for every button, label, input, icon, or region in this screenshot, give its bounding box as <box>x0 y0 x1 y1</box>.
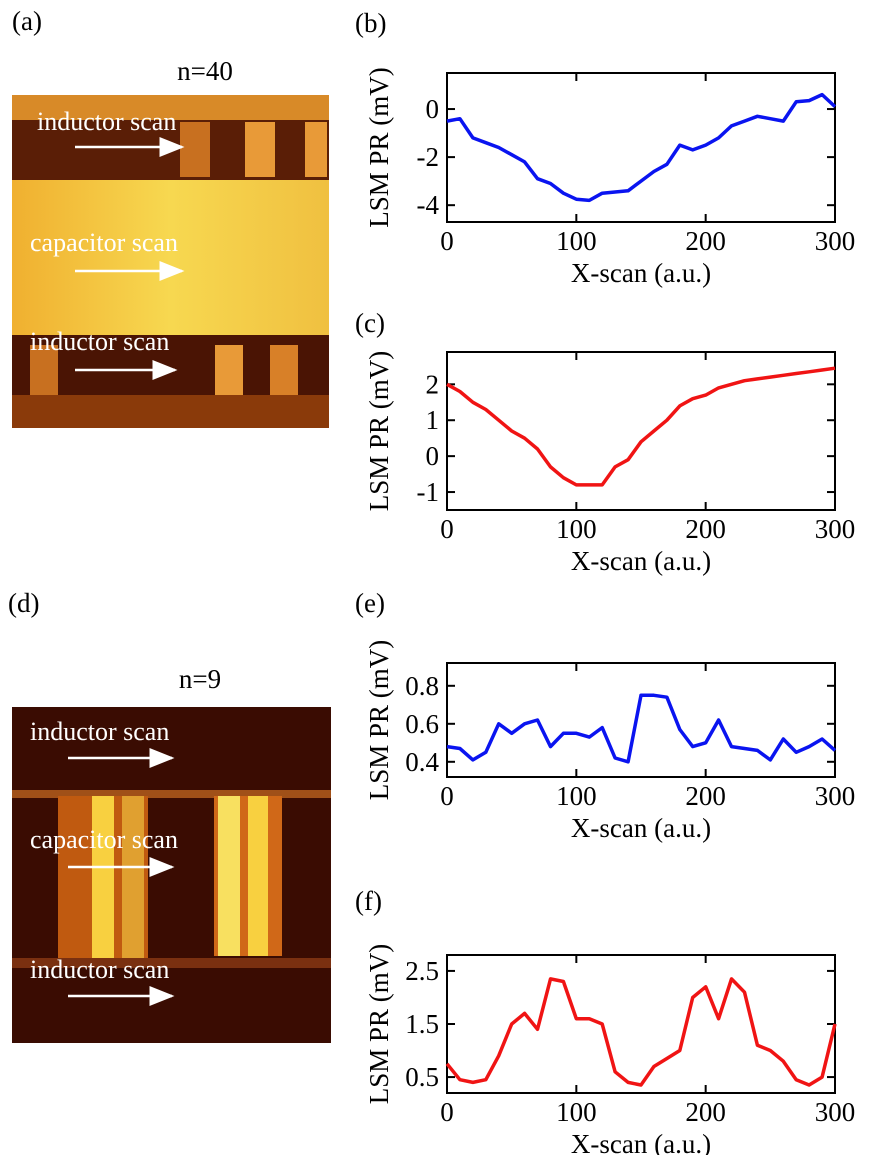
x-tick-label: 0 <box>440 226 454 256</box>
y-tick-label: -2 <box>417 142 440 172</box>
x-axis-label: X-scan (a.u.) <box>571 546 711 576</box>
x-tick-label: 200 <box>685 1097 726 1127</box>
plot-frame <box>446 662 836 778</box>
y-axis-label: LSM PR (mV) <box>364 67 394 228</box>
annotation: inductor scan <box>30 717 169 746</box>
panel-label: (f) <box>355 886 382 916</box>
annotation: capacitor scan <box>30 228 178 257</box>
data-line <box>446 366 836 487</box>
x-tick-label: 300 <box>815 226 856 256</box>
annotation: capacitor scan <box>30 825 178 854</box>
x-tick-label: 300 <box>815 781 856 811</box>
plot-frame <box>446 954 836 1094</box>
annotation: inductor scan <box>30 327 169 356</box>
y-tick-label: 1.5 <box>405 1009 439 1039</box>
panel-label: (a) <box>12 6 42 36</box>
x-tick-label: 0 <box>440 514 454 544</box>
annotation: inductor scan <box>30 955 169 984</box>
x-axis-label: X-scan (a.u.) <box>571 1129 711 1155</box>
y-tick-label: 0.8 <box>405 671 439 701</box>
x-tick-label: 0 <box>440 1097 454 1127</box>
x-tick-label: 100 <box>556 226 597 256</box>
image-a <box>12 95 329 428</box>
y-tick-label: 0.6 <box>405 709 439 739</box>
x-tick-label: 200 <box>685 781 726 811</box>
y-tick-label: 0 <box>426 94 440 124</box>
y-tick-label: 0 <box>426 441 440 471</box>
panel-label: (d) <box>8 588 39 618</box>
x-tick-label: 300 <box>815 1097 856 1127</box>
x-tick-label: 300 <box>815 514 856 544</box>
y-tick-label: 0.4 <box>405 747 439 777</box>
y-tick-label: 2 <box>426 369 440 399</box>
data-line <box>445 977 837 1087</box>
y-axis-label: LSM PR (mV) <box>364 351 394 512</box>
plot-frame <box>446 72 836 223</box>
image-title: n=9 <box>179 664 221 694</box>
panel-label: (e) <box>355 588 385 618</box>
data-line <box>446 92 837 203</box>
y-axis-label: LSM PR (mV) <box>364 640 394 801</box>
y-tick-label: -4 <box>417 190 440 220</box>
image-title: n=40 <box>177 56 233 86</box>
panel-label: (c) <box>355 308 385 338</box>
y-tick-label: 2.5 <box>405 956 439 986</box>
x-axis-label: X-scan (a.u.) <box>571 258 711 288</box>
plot-frame <box>446 351 836 511</box>
x-tick-label: 100 <box>556 1097 597 1127</box>
y-tick-label: 1 <box>426 405 440 435</box>
panel-label: (b) <box>355 8 386 38</box>
x-tick-label: 100 <box>556 781 597 811</box>
data-line <box>446 693 837 764</box>
x-axis-label: X-scan (a.u.) <box>571 813 711 843</box>
annotation: inductor scan <box>37 107 176 136</box>
y-axis-label: LSM PR (mV) <box>364 944 394 1105</box>
y-tick-label: 0.5 <box>405 1062 439 1092</box>
x-tick-label: 200 <box>685 226 726 256</box>
x-tick-label: 0 <box>440 781 454 811</box>
image-d <box>12 707 331 1043</box>
x-tick-label: 100 <box>556 514 597 544</box>
y-tick-label: -1 <box>417 477 440 507</box>
x-tick-label: 200 <box>685 514 726 544</box>
